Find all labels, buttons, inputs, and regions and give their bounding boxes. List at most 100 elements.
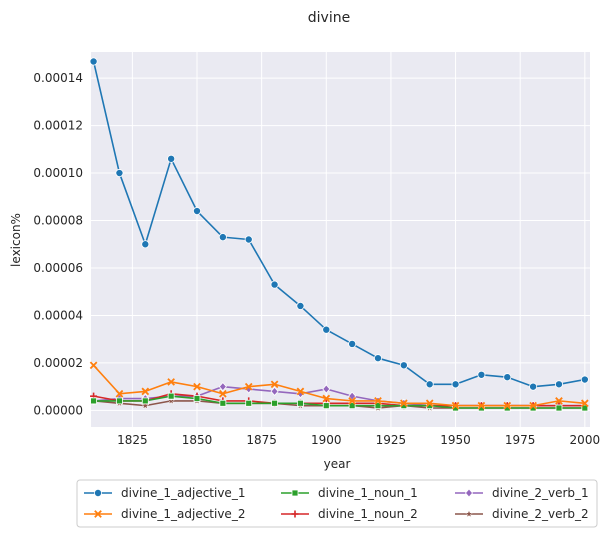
data-point — [89, 57, 98, 66]
legend-label: divine_1_noun_2 — [318, 507, 418, 521]
data-point — [167, 392, 175, 400]
data-point — [555, 404, 563, 412]
series-divine_1_adjective_2 — [89, 361, 589, 410]
data-point — [193, 207, 202, 216]
data-point — [322, 394, 331, 403]
data-point — [167, 154, 176, 163]
x-tick-label: 1825 — [117, 433, 148, 447]
data-point — [297, 399, 304, 407]
y-tick-label: 0.00002 — [33, 356, 83, 370]
legend-item: divine_1_noun_2 — [281, 507, 418, 521]
x-axis-label: year — [324, 457, 351, 471]
legend-marker — [291, 510, 299, 518]
legend-label: divine_2_verb_2 — [492, 507, 589, 521]
data-point — [141, 401, 150, 410]
legend-item: divine_2_verb_1 — [455, 486, 589, 500]
data-point — [425, 399, 434, 408]
data-point — [503, 373, 512, 382]
data-point — [399, 361, 408, 370]
data-point — [141, 240, 150, 249]
data-point — [271, 399, 278, 407]
x-tick-label: 1975 — [505, 433, 536, 447]
x-tick-label: 1900 — [311, 433, 342, 447]
data-point — [529, 382, 538, 391]
data-point — [270, 280, 279, 289]
x-tick-labels: 1825 1850 1875 1900 1925 1950 1975 2000 — [117, 433, 600, 447]
data-point — [581, 404, 589, 412]
y-tick-label: 0.00000 — [33, 403, 83, 417]
data-point — [116, 397, 123, 405]
data-point — [373, 354, 382, 363]
y-tick-labels: 0.00000 0.00002 0.00004 0.00006 0.00008 0.000… — [33, 71, 83, 417]
data-point — [115, 389, 124, 398]
data-point — [89, 361, 98, 370]
data-point — [270, 386, 279, 397]
data-point — [141, 387, 150, 396]
data-point — [555, 397, 563, 405]
data-point — [193, 382, 201, 391]
data-point — [503, 401, 512, 410]
legend-marker — [291, 489, 299, 497]
x-tick-label: 2000 — [570, 433, 601, 447]
y-tick-label: 0.00008 — [33, 214, 83, 228]
data-point — [580, 375, 589, 384]
data-point — [219, 399, 227, 407]
series-divine_1_adjective_1 — [89, 57, 589, 391]
y-tick-label: 0.00004 — [33, 308, 83, 322]
gridlines — [91, 52, 590, 427]
x-tick-label: 1850 — [182, 433, 213, 447]
data-point — [451, 401, 460, 410]
data-point — [90, 397, 97, 405]
plot-area — [91, 52, 590, 427]
legend-item: divine_1_adjective_2 — [84, 507, 245, 521]
legend-label: divine_1_adjective_1 — [121, 486, 245, 500]
legend-item: divine_1_adjective_1 — [84, 486, 245, 500]
series-group — [89, 57, 590, 412]
data-point — [115, 169, 124, 178]
data-point — [554, 380, 563, 389]
data-point — [296, 301, 305, 310]
data-point — [348, 397, 356, 405]
series-divine_1_noun_1 — [90, 392, 589, 412]
chart-title: divine — [308, 10, 350, 26]
data-point — [270, 380, 279, 389]
data-point — [477, 370, 486, 379]
y-tick-label: 0.00014 — [33, 71, 83, 85]
data-point — [322, 384, 331, 394]
data-point — [296, 387, 305, 396]
y-tick-label: 0.00010 — [33, 166, 83, 180]
data-point — [529, 401, 537, 410]
data-point — [580, 399, 589, 408]
data-point — [167, 378, 175, 386]
legend-item: divine_2_verb_2 — [455, 507, 589, 521]
series-line — [93, 395, 585, 409]
series-line — [92, 364, 585, 407]
legend-marker — [94, 510, 102, 518]
data-point — [244, 382, 253, 391]
data-point — [244, 235, 253, 244]
series-line — [92, 61, 585, 388]
data-point — [193, 395, 201, 402]
legend-item: divine_1_noun_1 — [281, 486, 418, 500]
x-tick-label: 1925 — [376, 433, 407, 447]
data-point — [218, 382, 227, 392]
data-point — [322, 325, 331, 334]
data-point — [219, 389, 227, 398]
data-point — [374, 402, 382, 410]
data-point — [400, 399, 408, 408]
y-axis-label: lexicon% — [9, 213, 23, 267]
data-point — [141, 397, 149, 405]
legend-marker — [464, 488, 474, 498]
data-point — [322, 402, 330, 410]
legend-marker — [464, 509, 474, 518]
data-point — [348, 339, 357, 348]
legend-marker — [94, 488, 103, 497]
data-point — [425, 380, 434, 389]
legend-label: divine_1_adjective_2 — [121, 507, 245, 521]
legend-label: divine_1_noun_1 — [318, 486, 418, 500]
data-point — [451, 380, 460, 389]
data-point — [218, 233, 227, 242]
legend-label: divine_2_verb_1 — [492, 486, 589, 500]
x-tick-label: 1950 — [440, 433, 471, 447]
